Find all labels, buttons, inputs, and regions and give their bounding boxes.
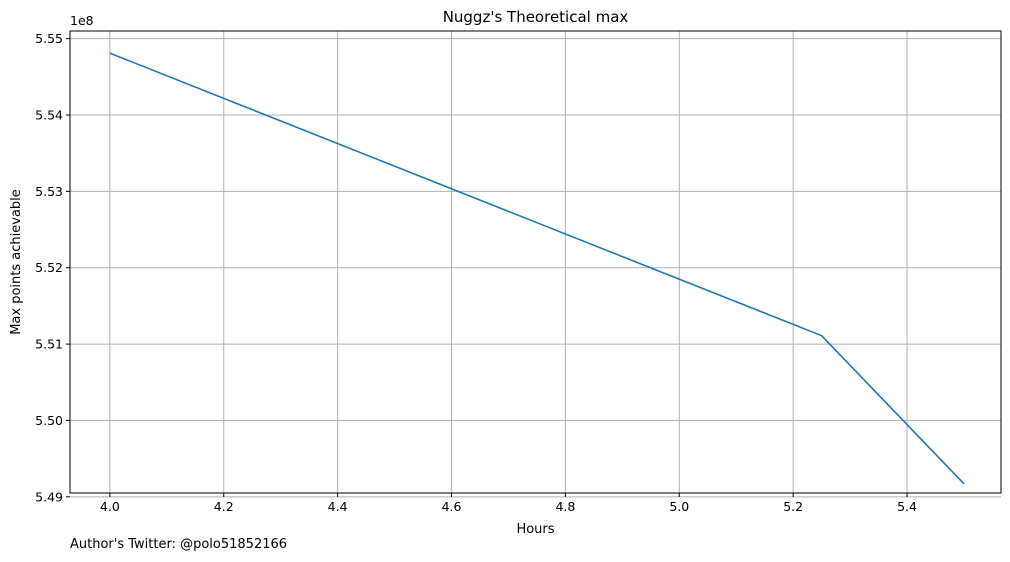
series-line [109, 52, 965, 485]
y-axis-ticks: 5.49 5.50 5.51 5.52 5.53 5.54 5.55 [35, 31, 70, 504]
chart-title: Nuggz's Theoretical max [443, 8, 629, 26]
x-axis-ticks: 4.0 4.2 4.4 4.6 4.8 5.0 5.2 5.4 [100, 493, 917, 514]
author-twitter-credit: Author's Twitter: @polo51852166 [70, 537, 288, 552]
x-tick-label: 5.0 [669, 499, 689, 514]
y-tick-label: 5.50 [35, 413, 63, 428]
y-tick-label: 5.53 [35, 184, 63, 199]
x-tick-label: 4.8 [555, 499, 575, 514]
x-tick-label: 4.2 [214, 499, 234, 514]
x-tick-label: 4.4 [328, 499, 348, 514]
x-tick-label: 5.4 [897, 499, 917, 514]
x-tick-label: 5.2 [783, 499, 803, 514]
y-tick-label: 5.55 [35, 31, 63, 46]
grid [70, 31, 1001, 498]
y-tick-label: 5.54 [35, 108, 63, 123]
series-layer [109, 52, 965, 485]
y-tick-label: 5.51 [35, 337, 63, 352]
x-tick-label: 4.0 [100, 499, 120, 514]
y-tick-label: 5.49 [35, 489, 63, 504]
y-axis-offset-label: 1e8 [70, 13, 94, 28]
plot-frame [69, 30, 1002, 494]
y-tick-label: 5.52 [35, 260, 63, 275]
y-axis-label: Max points achievable [9, 189, 24, 335]
x-tick-label: 4.6 [442, 499, 462, 514]
x-axis-label: Hours [516, 522, 554, 537]
